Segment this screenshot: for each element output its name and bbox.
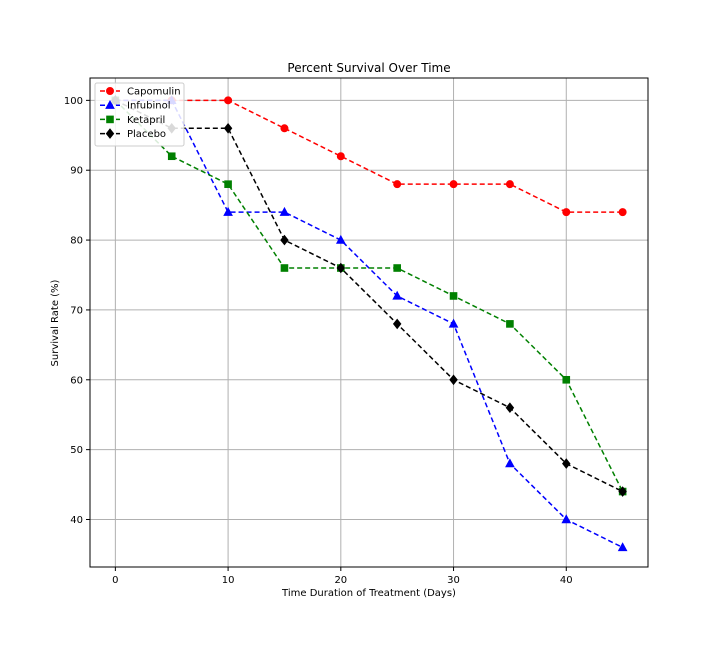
ketapril-point xyxy=(562,375,571,384)
placebo-point xyxy=(449,374,458,386)
legend-item-ketapril: Ketapril xyxy=(100,115,165,126)
y-tick-label: 60 xyxy=(70,375,83,386)
legend: Capomulin Infubinol Ketapril Placebo xyxy=(94,82,185,147)
y-tick-label: 70 xyxy=(70,305,83,316)
capomulin-point xyxy=(505,180,514,189)
grid xyxy=(90,78,648,567)
x-tick-label: 20 xyxy=(334,575,347,586)
legend-label: Ketapril xyxy=(127,115,165,126)
ketapril-point xyxy=(393,264,401,272)
capomulin-point xyxy=(562,208,571,217)
ketapril-point xyxy=(167,152,176,161)
capomulin-point xyxy=(449,180,458,189)
y-tick-label: 40 xyxy=(70,515,83,526)
infubinol-point xyxy=(505,458,515,468)
placebo-point xyxy=(280,234,289,246)
x-axis-label: Time Duration of Treatment (Days) xyxy=(281,588,456,599)
legend-label: Capomulin xyxy=(127,87,181,98)
legend-label: Placebo xyxy=(127,129,166,140)
legend-marker xyxy=(106,115,114,124)
ketapril-point xyxy=(449,292,458,300)
legend-item-infubinol: Infubinol xyxy=(100,99,171,112)
infubinol-point xyxy=(448,318,459,328)
infubinol-point xyxy=(561,514,572,524)
infubinol-point xyxy=(335,234,346,244)
y-tick-label: 90 xyxy=(70,166,83,177)
ketapril-point xyxy=(506,320,514,328)
placebo-point xyxy=(223,122,233,134)
capomulin-point xyxy=(280,124,289,133)
infubinol-point xyxy=(392,290,403,300)
legend-marker xyxy=(105,128,115,139)
placebo-line xyxy=(115,99,623,493)
legend-marker xyxy=(105,99,115,109)
placebo-point xyxy=(392,318,402,330)
infubinol-point xyxy=(279,206,290,216)
x-tick-label: 30 xyxy=(447,575,460,586)
legend-item-placebo: Placebo xyxy=(100,128,166,140)
plot-frame xyxy=(89,77,649,568)
ketapril-line xyxy=(114,99,624,492)
x-tick-label: 10 xyxy=(222,575,235,586)
legend-item-capomulin: Capomulin xyxy=(100,87,181,98)
capomulin-point xyxy=(336,152,345,161)
capomulin-point xyxy=(393,180,402,189)
legend-marker xyxy=(106,87,114,95)
capomulin-point xyxy=(618,208,627,217)
y-tick-label: 50 xyxy=(70,445,83,456)
placebo-point xyxy=(618,486,627,497)
infubinol-line xyxy=(115,99,623,549)
y-axis-label: Survival Rate (%) xyxy=(50,279,61,366)
capomulin-point xyxy=(224,96,233,105)
placebo-point xyxy=(336,262,346,274)
legend-box xyxy=(94,82,185,147)
infubinol-point xyxy=(617,542,628,552)
x-tick-label: 40 xyxy=(560,575,573,586)
placebo-point xyxy=(562,458,571,469)
x-tick-label: 0 xyxy=(112,575,118,586)
y-tick-label: 100 xyxy=(64,96,83,107)
infubinol-point xyxy=(223,206,233,216)
y-tick-label: 80 xyxy=(70,236,83,247)
axis-ticks: 0 10 20 30 40 40 50 60 70 80 90 100 xyxy=(64,96,573,586)
series-capomulin xyxy=(111,96,627,217)
series-lines xyxy=(110,95,628,552)
ketapril-point xyxy=(280,264,289,272)
placebo-point xyxy=(505,402,515,414)
chart-title: Percent Survival Over Time xyxy=(287,61,450,75)
legend-label: Infubinol xyxy=(127,101,171,112)
ketapril-point xyxy=(224,180,232,188)
series-placebo xyxy=(111,95,627,497)
capomulin-line xyxy=(115,99,623,213)
